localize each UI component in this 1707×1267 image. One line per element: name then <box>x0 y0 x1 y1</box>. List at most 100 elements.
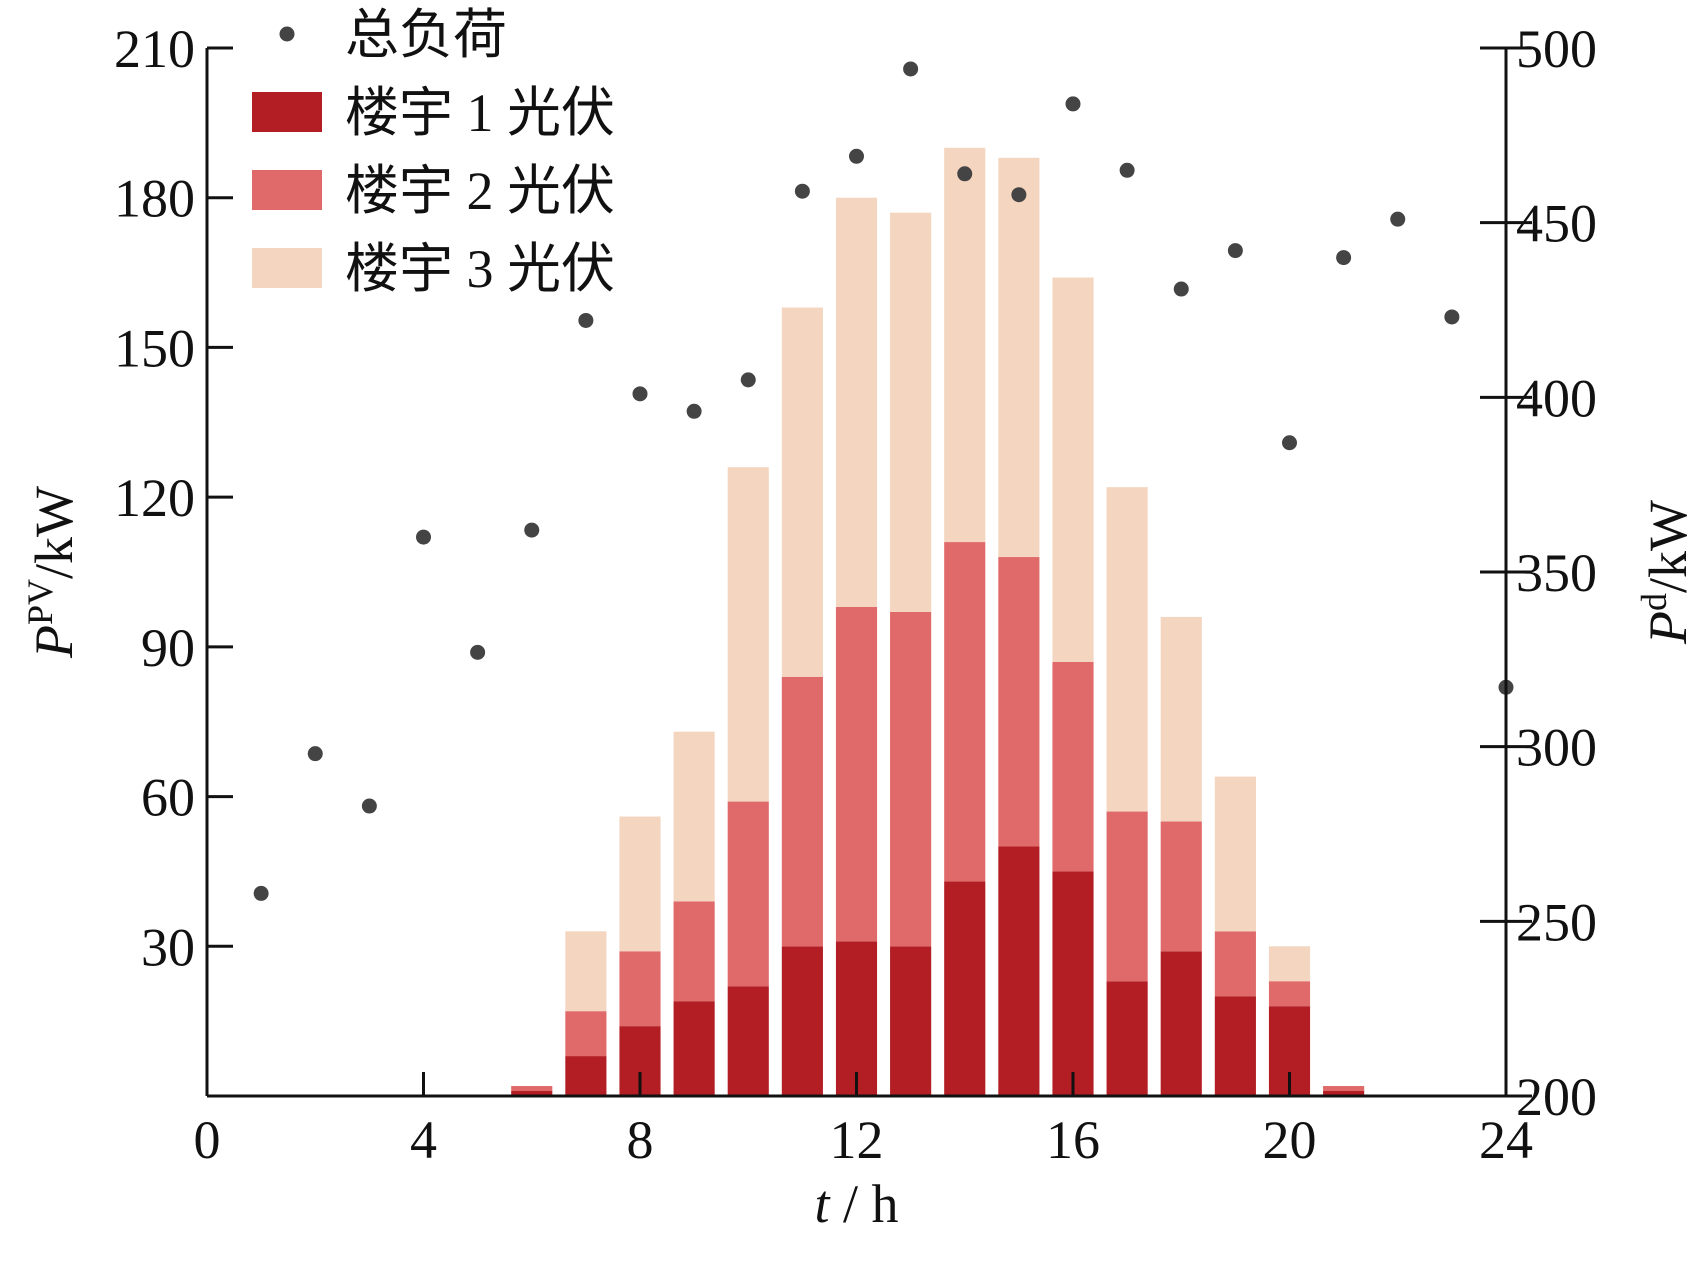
load-point-hour-22 <box>1390 211 1406 227</box>
bar-building-1-hour-7 <box>565 1056 607 1096</box>
bar-building-1-hour-17 <box>1106 981 1148 1096</box>
bar-building-2-hour-17 <box>1106 811 1148 982</box>
x-tick-label-4: 4 <box>410 1110 437 1170</box>
bar-building-3-hour-7 <box>565 931 607 1012</box>
bar-building-1-hour-10 <box>727 986 769 1096</box>
load-point-hour-15 <box>1011 187 1027 203</box>
load-point-hour-4 <box>416 529 431 545</box>
bar-building-3-hour-10 <box>727 467 769 802</box>
bar-building-1-hour-6 <box>511 1091 553 1096</box>
bar-building-3-hour-11 <box>781 307 823 677</box>
bar-building-2-hour-10 <box>727 801 769 987</box>
load-point-hour-9 <box>686 403 702 419</box>
x-tick-label-0: 0 <box>194 1110 221 1170</box>
right-tick-label-300: 300 <box>1516 718 1597 778</box>
load-point-hour-3 <box>361 798 377 814</box>
bar-building-2-hour-18 <box>1160 821 1202 952</box>
load-point-hour-7 <box>578 312 594 328</box>
load-point-hour-19 <box>1227 243 1243 259</box>
x-tick-label-12: 12 <box>830 1110 884 1170</box>
bar-building-3-hour-20 <box>1268 946 1311 982</box>
bar-building-2-hour-13 <box>890 611 932 947</box>
right-tick-label-450: 450 <box>1516 194 1597 254</box>
load-point-hour-2 <box>307 746 323 762</box>
legend-swatch-building-1 <box>252 92 322 132</box>
bar-building-3-hour-17 <box>1106 487 1148 812</box>
legend-swatch-building-2 <box>252 170 322 210</box>
bar-building-2-hour-12 <box>835 606 878 942</box>
bar-building-3-hour-8 <box>619 816 661 952</box>
bar-building-3-hour-15 <box>998 157 1040 558</box>
left-axis-title: PPV/kW <box>20 486 84 659</box>
bar-building-2-hour-7 <box>565 1011 607 1057</box>
legend-label-building-3: 楼宇 3 光伏 <box>345 239 615 299</box>
left-axis-title-unit: /kW <box>24 486 84 579</box>
bar-building-2-hour-16 <box>1052 661 1094 872</box>
bar-building-3-hour-19 <box>1214 776 1256 932</box>
bar-building-2-hour-11 <box>781 676 823 947</box>
left-tick-label-150: 150 <box>114 318 195 378</box>
right-tick-label-500: 500 <box>1516 19 1597 79</box>
x-tick-label-20: 20 <box>1263 1110 1317 1170</box>
bar-building-1-hour-19 <box>1214 996 1256 1096</box>
left-axis-title-sup: PV <box>20 579 60 625</box>
right-axis-title-var: P <box>1638 611 1698 645</box>
bar-building-1-hour-11 <box>781 946 823 1096</box>
right-tick-label-250: 250 <box>1516 892 1597 952</box>
bar-building-2-hour-21 <box>1323 1086 1365 1092</box>
right-tick-label-350: 350 <box>1516 543 1597 603</box>
left-tick-label-30: 30 <box>141 917 195 977</box>
legend-swatch-building-3 <box>252 248 322 288</box>
bar-building-2-hour-20 <box>1268 981 1311 1007</box>
load-point-hour-13 <box>903 61 919 77</box>
bar-building-2-hour-6 <box>511 1086 553 1092</box>
load-point-hour-17 <box>1119 162 1135 178</box>
load-point-hour-8 <box>632 386 648 402</box>
load-point-hour-1 <box>253 885 269 901</box>
bar-building-1-hour-12 <box>835 941 878 1096</box>
right-axis-title: Pd/kW <box>1634 500 1698 645</box>
x-axis-title-var: t <box>814 1174 843 1234</box>
left-axis-title-var: P <box>24 625 84 659</box>
load-point-hour-23 <box>1444 309 1460 325</box>
bar-building-3-hour-16 <box>1052 277 1094 662</box>
left-tick-label-60: 60 <box>141 768 195 828</box>
x-tick-label-16: 16 <box>1046 1110 1100 1170</box>
right-tick-label-200: 200 <box>1516 1067 1597 1127</box>
bar-building-1-hour-16 <box>1052 871 1094 1096</box>
legend-label-building-2: 楼宇 2 光伏 <box>345 161 615 221</box>
x-tick-label-24: 24 <box>1479 1110 1533 1170</box>
bar-building-3-hour-18 <box>1160 616 1202 822</box>
scatter-layer <box>253 61 1514 901</box>
load-point-hour-14 <box>957 166 973 182</box>
bar-building-2-hour-14 <box>944 542 986 882</box>
load-point-hour-10 <box>740 372 756 388</box>
bars-layer <box>511 147 1365 1096</box>
bar-building-2-hour-8 <box>619 951 661 1027</box>
bar-building-3-hour-12 <box>835 197 878 607</box>
right-axis-title-sup: d <box>1634 593 1674 611</box>
load-point-hour-16 <box>1065 96 1081 112</box>
load-point-hour-12 <box>849 148 864 164</box>
load-point-hour-11 <box>794 183 810 199</box>
axes-layer: 30 60 90 120 150 180 210 200 250 300 350 400 450 500 0… <box>20 19 1698 1234</box>
bar-building-1-hour-13 <box>890 946 932 1096</box>
x-axis-title: t / h <box>814 1174 898 1234</box>
load-point-hour-20 <box>1282 435 1297 451</box>
bar-building-1-hour-9 <box>673 1001 715 1096</box>
left-tick-label-180: 180 <box>114 169 195 229</box>
bar-building-3-hour-14 <box>944 147 986 543</box>
load-point-hour-6 <box>524 522 540 538</box>
left-tick-label-210: 210 <box>114 19 195 79</box>
bar-building-1-hour-18 <box>1160 951 1202 1096</box>
load-point-hour-21 <box>1336 250 1352 266</box>
bar-building-2-hour-19 <box>1214 931 1256 997</box>
load-point-hour-18 <box>1173 281 1189 297</box>
bar-building-3-hour-9 <box>673 731 715 902</box>
legend-label-building-1: 楼宇 1 光伏 <box>345 83 615 143</box>
left-tick-label-120: 120 <box>114 468 195 528</box>
left-tick-label-90: 90 <box>141 618 195 678</box>
right-axis-title-unit: /kW <box>1638 500 1698 593</box>
